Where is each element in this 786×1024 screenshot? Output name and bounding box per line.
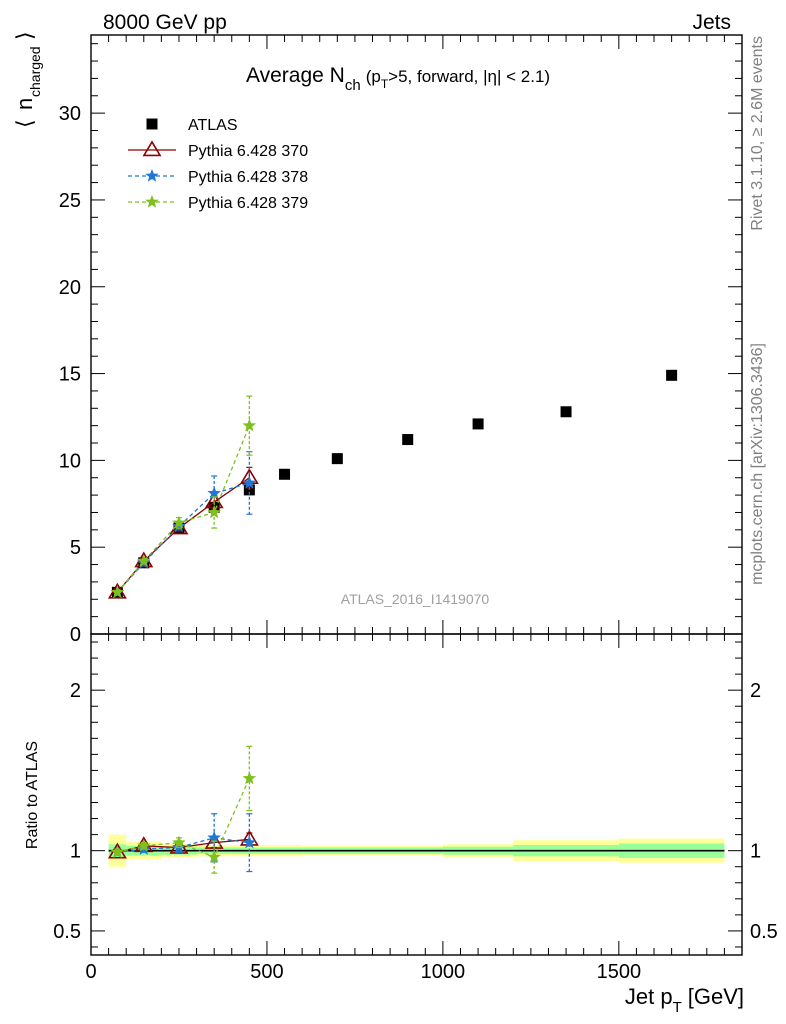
main-point-3-3	[207, 505, 221, 519]
main-ytick-label-5: 25	[59, 190, 81, 212]
ylabel-sub: charged	[27, 46, 43, 97]
legend-label-0: ATLAS	[188, 117, 238, 134]
watermark: ATLAS_2016_I1419070	[341, 591, 490, 607]
title-main: Average N	[246, 64, 345, 87]
main-point-2-4	[242, 475, 257, 489]
ylabel-main: n	[12, 98, 37, 110]
main-point-3-1	[136, 553, 151, 567]
main-ytick-label-4: 20	[59, 277, 81, 299]
main-panel: 0 5 10 15 20 25 30	[59, 34, 743, 646]
ratio-frame	[90, 633, 743, 956]
legend-marker-2	[145, 168, 159, 182]
ratio-point-1-4	[242, 835, 257, 849]
main-title: Average Nch (pT>5, forward, |η| < 2.1)	[246, 64, 550, 94]
main-line-1	[116, 477, 250, 593]
legend-marker-3	[145, 194, 159, 208]
main-ylabel: ⟨ n charged ⟩	[12, 31, 43, 128]
main-point-0-8	[472, 418, 484, 430]
main-point-0-6	[331, 453, 343, 465]
main-point-0-4	[243, 484, 255, 496]
main-point-0-9	[560, 406, 572, 418]
main-ytick-label-1: 5	[70, 537, 81, 559]
ylabel-bracket-l: ⟨	[12, 119, 37, 128]
main-point-0-10	[666, 369, 678, 381]
x-tick-label-2: 1000	[421, 961, 466, 983]
main-ytick-label-0: 0	[70, 624, 81, 646]
ratio-point-2-1	[136, 838, 151, 852]
legend-label-2: Pythia 6.428 378	[188, 169, 308, 186]
header-left: 8000 GeV pp	[103, 11, 227, 34]
ratio-point-2-0	[110, 845, 125, 859]
x-axis-label: Jet pT [GeV]	[625, 984, 744, 1016]
ratio-ylabel: Ratio to ATLAS	[24, 741, 41, 849]
ratio-point-2-4	[242, 771, 257, 785]
main-ytick-label-6: 30	[59, 103, 81, 125]
legend-label-1: Pythia 6.428 370	[188, 143, 308, 160]
ylabel-bracket-r: ⟩	[12, 31, 37, 40]
main-point-0-5	[279, 468, 291, 480]
header-right: Jets	[692, 11, 731, 34]
ratio-point-2-3	[207, 849, 221, 863]
title-paren: (p	[366, 67, 381, 86]
x-tick-label-3: 1500	[597, 961, 642, 983]
ratio-ytick-label-right-1: 1	[750, 841, 761, 863]
title-sub: ch	[345, 77, 361, 94]
rivet-label: Rivet 3.1.10, ≥ 2.6M events	[749, 36, 766, 231]
main-point-3-2	[172, 515, 186, 529]
ratio-ytick-label-left-2: 2	[70, 680, 81, 702]
ratio-point-2-2	[172, 835, 186, 849]
main-point-3-4	[242, 418, 257, 432]
main-ytick-label-3: 15	[59, 364, 81, 386]
title-pt-sub: T	[381, 77, 389, 91]
mcplots-label: mcplots.cern.ch [arXiv:1306.3436]	[749, 343, 766, 585]
ratio-ytick-label-left-0: 0.5	[53, 921, 81, 943]
ratio-ytick-label-right-2: 2	[750, 680, 761, 702]
legend-label-3: Pythia 6.428 379	[188, 195, 308, 212]
legend-marker-1	[142, 140, 162, 157]
ratio-line-2	[117, 778, 250, 858]
legend: ATLAS Pythia 6.428 370 Pythia 6.428 378 Pyt…	[128, 117, 308, 212]
title-rest: >5, forward, |η| < 2.1)	[388, 67, 550, 86]
ratio-ytick-label-right-0: 0.5	[750, 921, 778, 943]
ratio-line-1	[117, 837, 250, 853]
xlabel-main: Jet p	[625, 984, 673, 1009]
main-line-2	[116, 482, 250, 593]
x-tick-label-0: 0	[85, 961, 96, 983]
ratio-point-1-3	[207, 830, 221, 844]
ratio-ytick-label-left-1: 1	[70, 841, 81, 863]
xlabel-sub: T	[673, 999, 682, 1016]
x-tick-label-1: 500	[250, 961, 283, 983]
xlabel-unit: [GeV]	[688, 984, 744, 1009]
legend-marker-0	[146, 118, 158, 130]
ratio-point-1-2	[172, 840, 186, 854]
ratio-panel: 0 500 1000 1500 0.5 0.5 1 1 2 2	[53, 633, 778, 983]
main-point-3-0	[110, 585, 125, 599]
main-ytick-label-2: 10	[59, 450, 81, 472]
main-point-0-7	[402, 434, 414, 446]
main-point-2-3	[207, 486, 221, 500]
